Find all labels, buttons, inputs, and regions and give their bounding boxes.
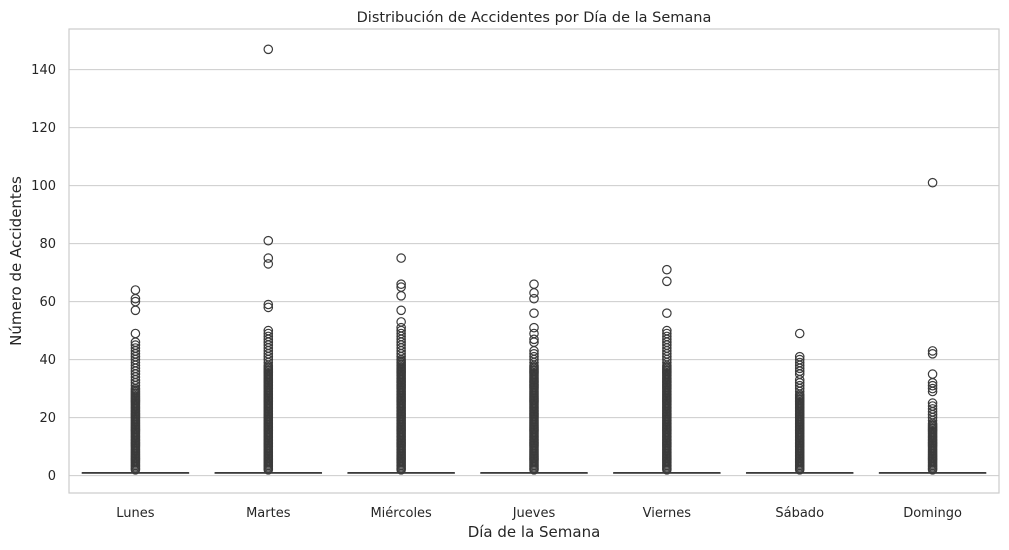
box-1 bbox=[214, 44, 323, 475]
outlier-point bbox=[662, 264, 672, 275]
outlier-point bbox=[396, 322, 406, 333]
boxes bbox=[81, 44, 987, 475]
box-0 bbox=[81, 285, 190, 475]
outlier-point bbox=[794, 351, 805, 362]
outlier-point bbox=[662, 308, 672, 318]
outlier-point bbox=[263, 325, 274, 336]
box-4 bbox=[613, 264, 721, 475]
y-tick-label: 120 bbox=[31, 121, 56, 136]
outlier-point bbox=[662, 331, 672, 342]
outlier-point bbox=[130, 343, 141, 353]
outlier-point bbox=[529, 293, 539, 304]
box-2 bbox=[347, 253, 455, 475]
y-tick-label: 80 bbox=[39, 237, 56, 252]
y-axis-label: Número de Accidentes bbox=[7, 176, 25, 346]
box-5 bbox=[745, 328, 854, 475]
outlier-point bbox=[396, 279, 406, 289]
grid-lines bbox=[69, 69, 999, 477]
x-tick-label: Viernes bbox=[643, 506, 692, 521]
outlier-point bbox=[927, 369, 938, 379]
outlier-point bbox=[927, 177, 938, 188]
outlier-point bbox=[130, 305, 141, 316]
outlier-point bbox=[130, 296, 141, 307]
y-tick-label: 60 bbox=[39, 295, 56, 310]
y-tick-label: 40 bbox=[39, 353, 56, 368]
box-6 bbox=[878, 177, 987, 475]
outlier-point bbox=[529, 351, 539, 362]
outlier-point bbox=[396, 290, 406, 301]
outlier-point bbox=[927, 380, 938, 391]
outlier-point bbox=[529, 279, 539, 289]
outlier-point bbox=[662, 325, 672, 336]
y-tick-label: 100 bbox=[31, 179, 56, 194]
x-tick-label: Miércoles bbox=[370, 506, 432, 521]
outlier-point bbox=[396, 328, 406, 339]
outlier-point bbox=[396, 253, 406, 263]
outlier-point bbox=[130, 285, 141, 295]
outlier-point bbox=[662, 276, 672, 287]
outlier-point bbox=[927, 383, 938, 394]
outlier-point bbox=[263, 235, 274, 246]
outlier-point bbox=[130, 340, 141, 350]
plot-frame bbox=[68, 28, 1000, 494]
outlier-point bbox=[927, 404, 938, 414]
outlier-point bbox=[529, 348, 539, 359]
y-tick-labels: 0 20 40 60 80 100 120 140 bbox=[31, 63, 56, 484]
x-tick-label: Martes bbox=[246, 506, 291, 521]
x-axis-label: Día de la Semana bbox=[468, 523, 601, 541]
outlier-point bbox=[263, 328, 274, 339]
outlier-point bbox=[263, 259, 274, 269]
outlier-point bbox=[529, 328, 539, 339]
outlier-point bbox=[927, 401, 938, 411]
outlier-point bbox=[662, 328, 672, 339]
outlier-point bbox=[396, 317, 406, 327]
outlier-point bbox=[396, 305, 406, 316]
box-3 bbox=[480, 279, 588, 475]
x-tick-labels: Lunes Martes Miércoles Jueves Viernes Sábado D… bbox=[116, 506, 962, 521]
outlier-point bbox=[794, 380, 805, 391]
outlier-point bbox=[529, 322, 539, 333]
outlier-point bbox=[794, 354, 805, 365]
outlier-point bbox=[927, 346, 938, 356]
outlier-point bbox=[396, 282, 406, 292]
outlier-point bbox=[529, 334, 539, 345]
outlier-point bbox=[263, 44, 274, 55]
x-tick-label: Domingo bbox=[903, 506, 962, 521]
outlier-point bbox=[927, 348, 938, 359]
x-tick-label: Sábado bbox=[775, 506, 824, 521]
outlier-point bbox=[794, 357, 805, 368]
y-tick-label: 0 bbox=[48, 469, 56, 484]
outlier-point bbox=[130, 328, 141, 339]
y-tick-label: 20 bbox=[39, 411, 56, 426]
chart-title: Distribución de Accidentes por Día de la… bbox=[357, 10, 712, 26]
outlier-point bbox=[794, 328, 805, 339]
outlier-point bbox=[529, 308, 539, 318]
y-tick-label: 140 bbox=[31, 63, 56, 78]
outlier-point bbox=[927, 398, 938, 408]
x-tick-label: Lunes bbox=[116, 506, 154, 521]
outlier-point bbox=[529, 288, 539, 298]
outlier-point bbox=[263, 302, 274, 313]
outlier-point bbox=[263, 331, 274, 342]
outlier-point bbox=[263, 299, 274, 310]
outlier-point bbox=[263, 253, 274, 263]
x-tick-label: Jueves bbox=[512, 506, 556, 521]
